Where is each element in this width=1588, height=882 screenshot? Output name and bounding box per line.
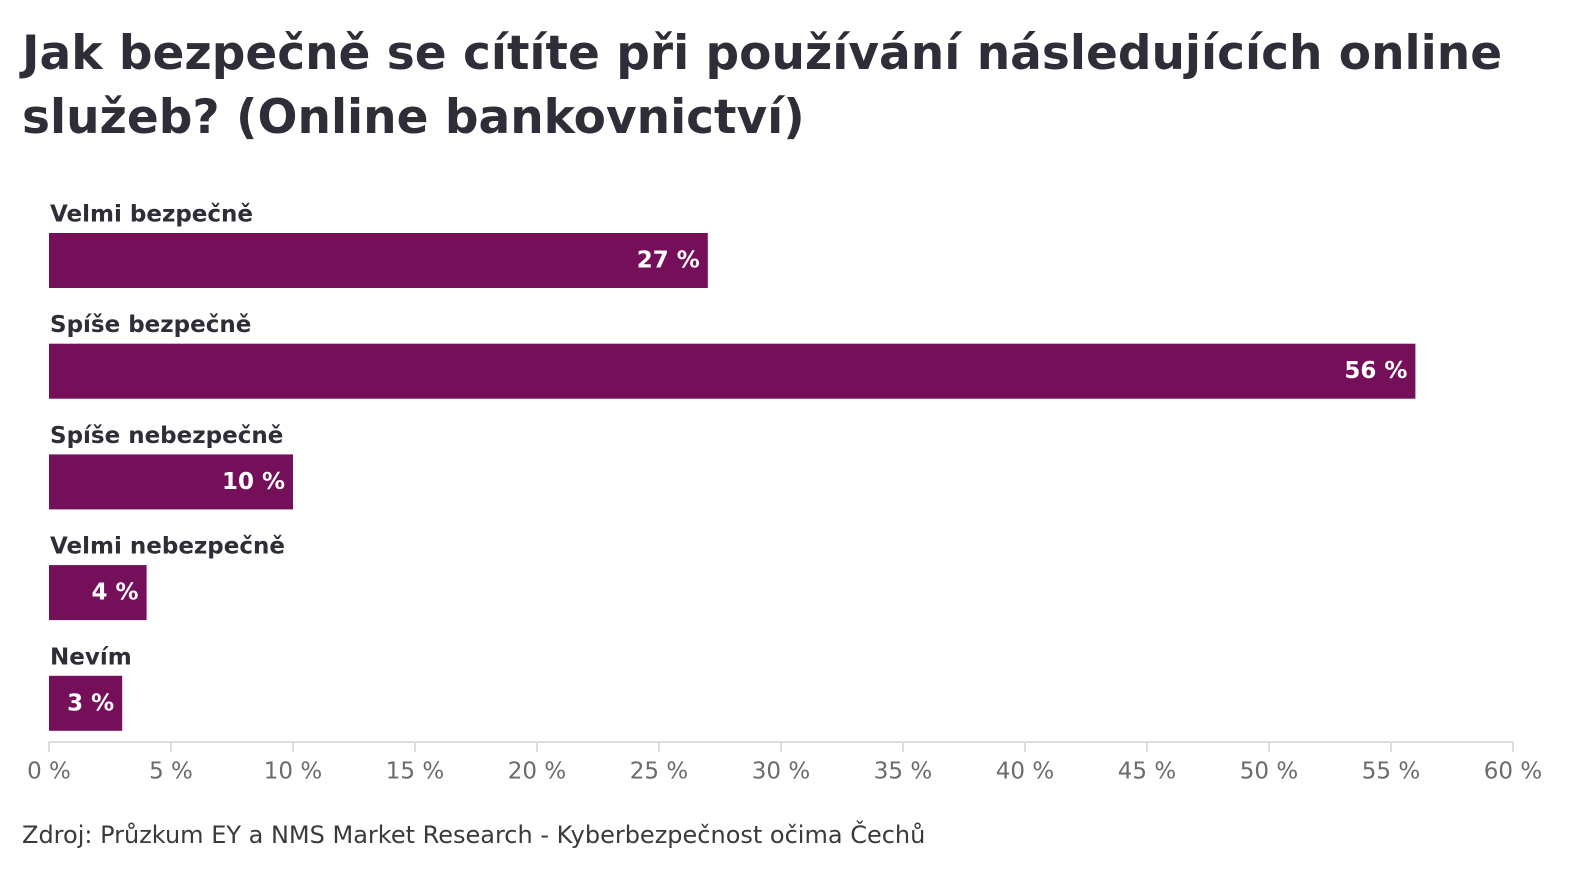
x-tick-label: 10 % — [264, 759, 322, 785]
bar — [49, 343, 1416, 399]
x-tick-label: 0 % — [27, 759, 71, 785]
category-label: Spíše nebezpečně — [50, 423, 283, 449]
x-tick-label: 15 % — [386, 759, 444, 785]
x-tick-label: 50 % — [1240, 759, 1298, 785]
x-tick-label: 20 % — [508, 759, 566, 785]
x-tick-label: 60 % — [1484, 759, 1542, 785]
x-tick-label: 35 % — [874, 759, 932, 785]
bar — [49, 675, 123, 731]
category-label: Nevím — [50, 644, 132, 670]
bar — [49, 233, 708, 288]
bar — [49, 565, 147, 621]
x-tick-label: 5 % — [149, 759, 193, 785]
x-tick-label: 55 % — [1362, 759, 1420, 785]
value-label: 27 % — [637, 248, 700, 274]
x-tick-label: 40 % — [996, 759, 1054, 785]
value-label: 3 % — [67, 690, 114, 716]
chart-title: Jak bezpečně se cítíte při používání nás… — [22, 26, 1503, 145]
category-label: Spíše bezpečně — [50, 312, 251, 338]
value-label: 10 % — [222, 469, 285, 495]
x-tick-label: 45 % — [1118, 759, 1176, 785]
category-label: Velmi nebezpečně — [50, 534, 285, 560]
x-tick-label: 25 % — [630, 759, 688, 785]
source: Zdroj: Průzkum EY a NMS Market Research … — [22, 819, 925, 849]
bar — [49, 454, 293, 510]
category-label: Velmi bezpečně — [50, 202, 253, 228]
value-label: 4 % — [92, 580, 139, 606]
value-label: 56 % — [1344, 358, 1407, 384]
x-tick-label: 30 % — [752, 759, 810, 785]
